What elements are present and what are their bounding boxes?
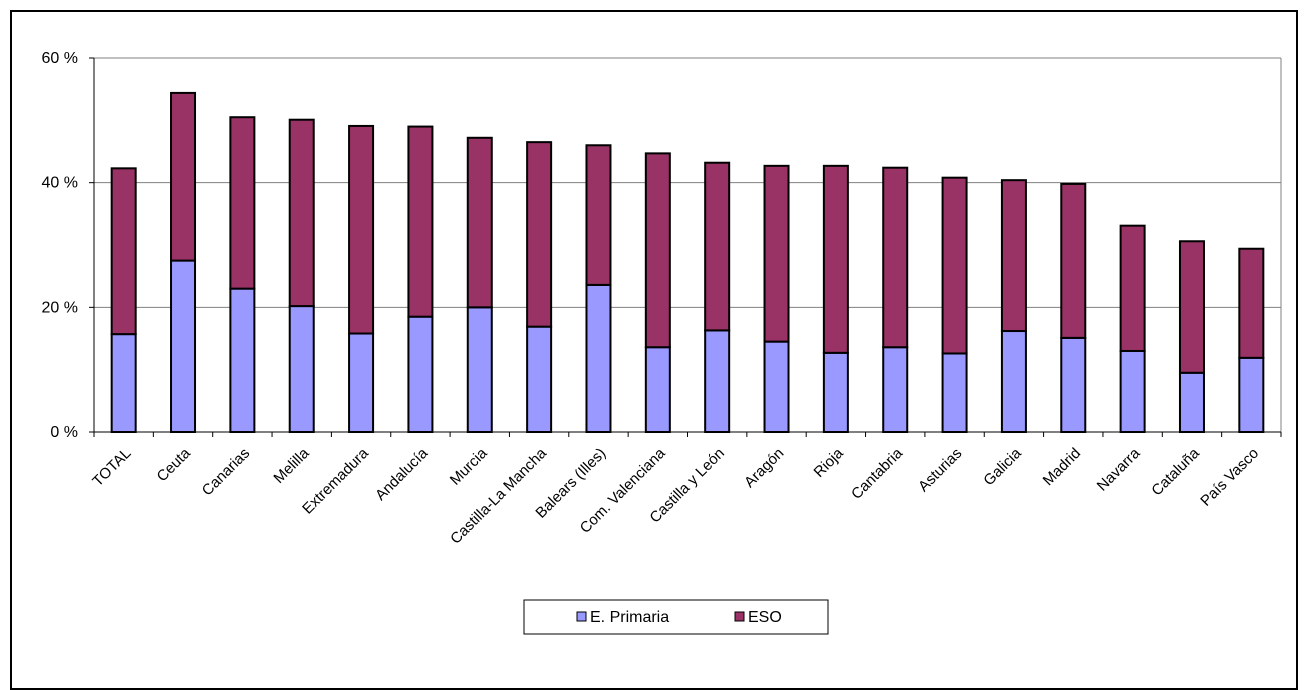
bar-eso [526,141,553,328]
bar-eso [1000,179,1027,333]
bar-eso [941,176,968,355]
y-tick-label: 60 % [42,50,78,67]
axes [93,58,1282,437]
bar-eso [229,116,256,290]
legend-label-primaria: E. Primaria [590,609,669,626]
bar-primaria [170,259,197,434]
bar-primaria [763,340,790,433]
bar-eso [348,124,375,335]
bar-primaria [110,333,137,433]
y-tick-label: 20 % [42,299,78,316]
bar-primaria [1060,336,1087,434]
bar-primaria [941,352,968,433]
bar-eso [1238,247,1265,359]
x-category-label: Ceuta [154,444,195,485]
bar-primaria [466,306,493,434]
x-category-label: TOTAL [89,445,134,490]
bar-primaria [1178,371,1205,433]
bar-primaria [704,329,731,433]
bar-eso [170,91,197,262]
bar-primaria [644,346,671,433]
bar-eso [882,166,909,349]
bar-primaria [1000,330,1027,433]
bar-eso [585,144,612,286]
legend-swatch-eso [734,611,745,622]
bar-eso [466,136,493,309]
bar-primaria [1238,356,1265,433]
x-category-label: Asturias [915,445,965,495]
y-axis-ticks: 0 % 20 % 40 % 60 % [42,50,94,441]
gridlines [94,57,1281,308]
bar-primaria [822,351,849,433]
bar-primaria [1119,349,1146,434]
bar-primaria [526,325,553,434]
legend-label-eso: ESO [748,609,782,626]
bar-primaria [288,305,315,433]
bar-eso [704,161,731,332]
bar-eso [288,118,315,308]
x-category-label: Canarias [199,445,253,499]
legend-box [523,599,829,635]
bar-eso [1060,182,1087,339]
bar-eso [407,125,434,318]
bar-eso [822,164,849,354]
bar-eso [110,167,137,336]
bars [110,91,1265,434]
x-category-label: Melilla [270,444,313,487]
x-category-label: Madrid [1040,445,1084,489]
bar-primaria [882,346,909,433]
x-category-label: Aragón [741,445,787,491]
y-tick-label: 40 % [42,175,78,192]
x-category-label: Cantabria [848,444,906,502]
x-category-label: País Vasco [1197,445,1262,510]
stacked-bar-chart: 0 % 20 % 40 % 60 % TOTAL Ceuta Canarias Melill… [42,50,1282,635]
x-category-label: Navarra [1094,444,1144,494]
y-tick-label: 0 % [50,424,78,441]
legend-swatch-primaria [576,611,587,622]
bar-primaria [585,283,612,434]
bar-eso [644,152,671,349]
x-category-label: Murcia [447,444,491,488]
bar-primaria [407,315,434,433]
x-category-label: Galicia [980,444,1025,489]
bar-primaria [348,332,375,433]
bar-eso [1178,240,1205,374]
x-category-label: Cataluña [1148,444,1203,499]
legend: E. Primaria ESO [523,599,829,635]
bar-eso [763,164,790,343]
bar-eso [1119,224,1146,352]
x-category-label: Andalucía [372,444,432,504]
bar-primaria [229,287,256,433]
x-category-label: Rioja [811,444,848,481]
